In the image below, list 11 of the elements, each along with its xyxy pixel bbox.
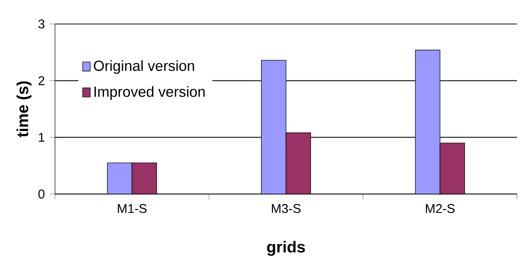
y-axis-title: time (s) xyxy=(16,81,32,138)
y-tick-label: 0 xyxy=(38,190,44,198)
legend-label: Original version xyxy=(94,60,194,74)
x-tick-label: M3-S xyxy=(272,204,301,214)
y-tick-label: 2 xyxy=(38,76,44,86)
x-axis-title: grids xyxy=(267,240,305,256)
y-tick-label: 3 xyxy=(38,20,44,28)
x-tick-label: M2-S xyxy=(426,204,455,214)
x-tick-label: M1-S xyxy=(118,204,147,214)
legend-label: Improved version xyxy=(94,86,205,100)
y-tick-label: 1 xyxy=(38,132,44,142)
